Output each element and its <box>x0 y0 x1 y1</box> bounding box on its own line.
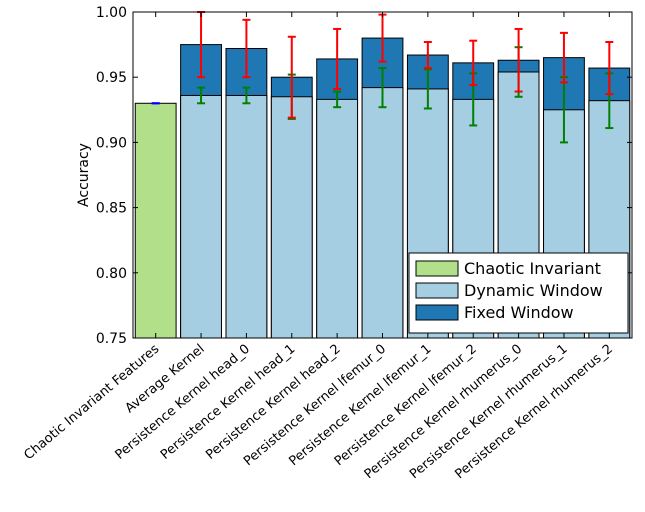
error-bars-layer <box>151 11 614 144</box>
bar-dynamic-window <box>361 87 404 339</box>
legend-label: Dynamic Window <box>464 281 603 300</box>
legend: Chaotic Invariant Dynamic Window Fixed Win… <box>408 252 629 334</box>
x-tick-label: Average Kernel <box>123 342 208 417</box>
bar-dynamic-window <box>270 96 313 339</box>
legend-swatch <box>415 260 459 277</box>
y-tick-label: 0.90 <box>96 135 127 151</box>
y-tick-label: 1.00 <box>96 5 127 21</box>
y-tick-label: 0.80 <box>96 266 127 282</box>
legend-swatch <box>415 282 459 299</box>
legend-swatch <box>415 304 459 321</box>
y-tick-label: 0.95 <box>96 70 127 86</box>
legend-label: Chaotic Invariant <box>464 259 601 278</box>
y-axis: 0.75 0.80 0.85 0.90 0.95 1.00 <box>96 5 632 347</box>
legend-label: Fixed Window <box>464 303 574 322</box>
bar-chaotic-invariant <box>134 102 177 339</box>
y-tick-label: 0.75 <box>96 331 127 347</box>
y-axis-label: Accuracy <box>76 143 92 207</box>
y-tick-label: 0.85 <box>96 201 127 217</box>
bar-dynamic-window <box>180 94 222 339</box>
bar-dynamic-window <box>225 94 268 339</box>
bar-dynamic-window <box>316 98 359 339</box>
